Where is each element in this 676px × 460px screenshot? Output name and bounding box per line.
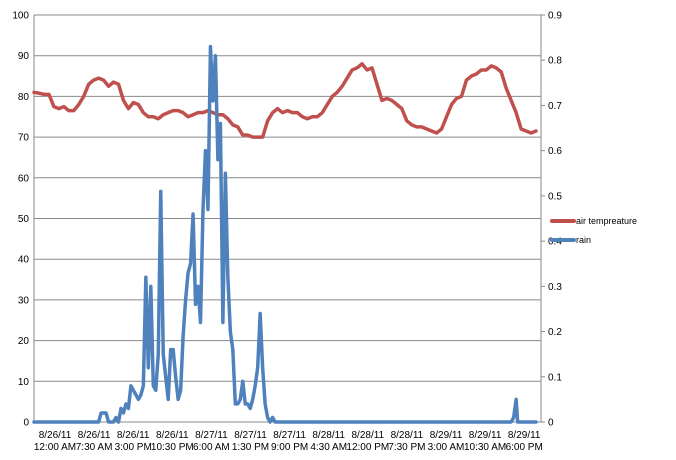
y-left-tick-label: 80 [18, 92, 30, 103]
y-left-tick-label: 100 [12, 11, 29, 22]
y-left-tick-label: 60 [18, 173, 30, 184]
x-tick-time: 12:00 AM [34, 442, 76, 453]
x-tick-label: 8/27/11 9:00 PM [271, 430, 308, 453]
x-tick-time: 3:00 AM [428, 442, 465, 453]
y-left-tick-label: 40 [18, 255, 30, 266]
y-right-tick-label: 0.9 [548, 11, 562, 22]
y-left-tick-label: 20 [18, 336, 30, 347]
y-right-tick-label: 0 [548, 418, 554, 429]
x-tick-label: 8/27/11 1:30 PM [232, 430, 269, 453]
gridlines [34, 14, 541, 423]
x-tick-time: 7:30 AM [76, 442, 113, 453]
x-tick-label: 8/28/11 4:30 AM [310, 430, 347, 453]
y-right-tick-label: 0.8 [548, 56, 562, 67]
y-right-tick-label: 0.4 [548, 237, 562, 248]
x-tick-time: 7:30 PM [388, 442, 425, 453]
x-tick-label: 8/29/11 3:00 AM [428, 430, 465, 453]
x-tick-date: 8/29/11 [508, 430, 541, 441]
x-tick-date: 8/26/11 [78, 430, 111, 441]
y-left-tick-label: 10 [18, 377, 30, 388]
y-right-tick-label: 0.3 [548, 282, 562, 293]
y-right-tick-label: 0.7 [548, 101, 562, 112]
x-tick-date: 8/28/11 [351, 430, 384, 441]
y-left-tick-label: 0 [23, 418, 29, 429]
x-tick-time: 6:00 AM [193, 442, 230, 453]
x-tick-time: 12:00 PM [346, 442, 389, 453]
x-tick-label: 8/27/11 6:00 AM [193, 430, 230, 453]
x-tick-label: 8/26/11 12:00 AM [34, 430, 76, 453]
x-tick-label: 8/28/11 12:00 PM [346, 430, 389, 453]
x-tick-date: 8/29/11 [469, 430, 502, 441]
x-tick-date: 8/29/11 [430, 430, 463, 441]
series-line-air-tempreature [32, 62, 538, 139]
y-right-tick-label: 0.2 [548, 327, 562, 338]
x-tick-date: 8/26/11 [117, 430, 150, 441]
x-tick-time: 10:30 PM [151, 442, 194, 453]
legend-label: air tempreature [576, 216, 637, 226]
y-axis-right-ticks: 0 0.1 0.2 0.3 0.4 0.5 0.6 0.7 0.8 0.9 [541, 11, 562, 429]
x-tick-time: 4:30 AM [310, 442, 347, 453]
y-left-tick-label: 30 [18, 295, 30, 306]
x-tick-label: 8/26/11 3:00 PM [115, 430, 152, 453]
x-tick-label: 8/26/11 7:30 AM [76, 430, 113, 453]
y-right-tick-label: 0.1 [548, 372, 562, 383]
y-left-tick-label: 70 [18, 133, 30, 144]
y-left-tick-label: 50 [18, 214, 30, 225]
series-layer [32, 44, 538, 424]
x-tick-time: 3:00 PM [115, 442, 152, 453]
y-axis-left-ticks: 0 10 20 30 40 50 60 70 80 90 100 [12, 11, 29, 429]
series-line-rain [32, 44, 538, 424]
x-tick-date: 8/28/11 [391, 430, 424, 441]
x-tick-date: 8/26/11 [156, 430, 189, 441]
x-tick-date: 8/26/11 [39, 430, 72, 441]
x-tick-time: 6:00 PM [506, 442, 543, 453]
x-tick-time: 10:30 AM [464, 442, 506, 453]
legend: air tempreature rain [550, 216, 637, 245]
x-tick-label: 8/29/11 10:30 AM [464, 430, 506, 453]
x-tick-time: 9:00 PM [271, 442, 308, 453]
x-tick-date: 8/27/11 [234, 430, 267, 441]
y-right-tick-label: 0.6 [548, 146, 562, 157]
x-tick-time: 1:30 PM [232, 442, 269, 453]
x-tick-label: 8/28/11 7:30 PM [388, 430, 425, 453]
x-tick-date: 8/28/11 [312, 430, 345, 441]
x-tick-date: 8/27/11 [195, 430, 228, 441]
legend-label: rain [576, 235, 591, 245]
x-tick-label: 8/29/11 6:00 PM [506, 430, 543, 453]
y-left-tick-label: 90 [18, 51, 30, 62]
x-tick-date: 8/27/11 [273, 430, 306, 441]
y-right-tick-label: 0.5 [548, 191, 562, 202]
x-tick-label: 8/26/11 10:30 PM [151, 430, 194, 453]
x-axis-ticks: 8/26/11 12:00 AM8/26/11 7:30 AM8/26/11 3:00… [34, 430, 543, 453]
